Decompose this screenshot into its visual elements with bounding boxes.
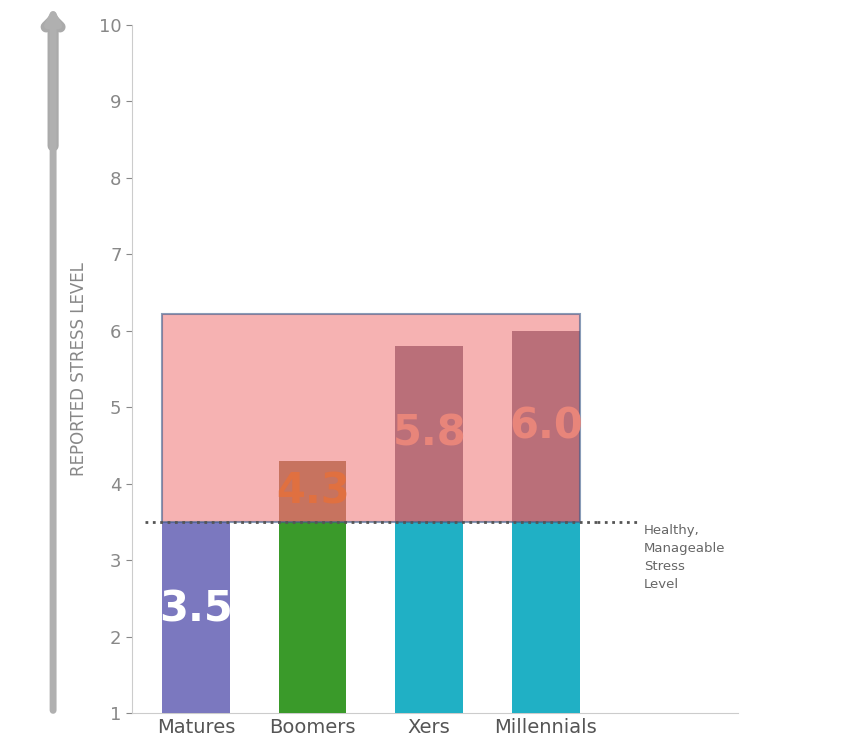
- Bar: [395, 346, 463, 713]
- Text: Healthy,
Manageable
Stress
Level: Healthy, Manageable Stress Level: [644, 524, 725, 591]
- Text: 3.5: 3.5: [159, 589, 233, 631]
- Bar: [512, 331, 580, 713]
- Bar: [279, 461, 347, 713]
- Bar: [279, 461, 347, 522]
- Y-axis label: REPORTED STRESS LEVEL: REPORTED STRESS LEVEL: [70, 262, 88, 476]
- Text: 5.8: 5.8: [392, 413, 467, 455]
- Text: 4.3: 4.3: [276, 470, 349, 512]
- Text: 6.0: 6.0: [509, 405, 583, 447]
- Bar: [163, 314, 580, 522]
- Bar: [163, 522, 230, 713]
- Bar: [395, 346, 463, 522]
- Bar: [512, 331, 580, 522]
